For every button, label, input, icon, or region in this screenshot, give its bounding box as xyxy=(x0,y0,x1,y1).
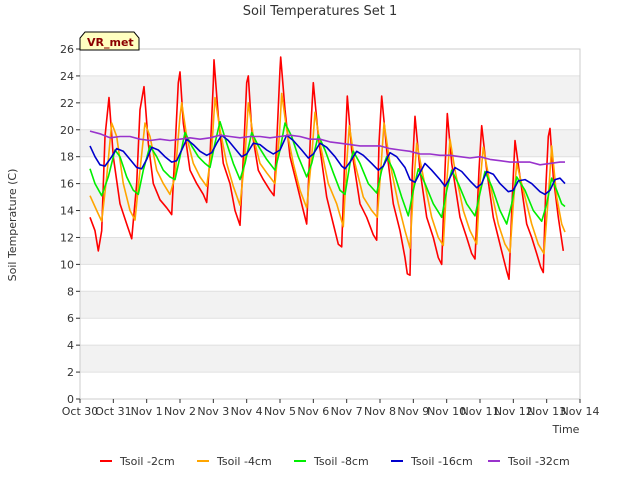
x-tick-label: Oct 30 xyxy=(62,405,99,418)
x-tick-label: Nov 7 xyxy=(331,405,363,418)
grid-band xyxy=(80,345,580,373)
y-tick-label: 20 xyxy=(60,124,74,137)
plot-area xyxy=(79,48,581,400)
legend-label: Tsoil -4cm xyxy=(216,455,272,468)
x-tick-label: Nov 14 xyxy=(561,405,600,418)
y-tick-label: 8 xyxy=(67,285,74,298)
y-tick-label: 6 xyxy=(67,312,74,325)
y-tick-label: 12 xyxy=(60,231,74,244)
site-label: VR_met xyxy=(87,36,134,49)
x-axis-label: Time xyxy=(552,423,580,436)
legend-label: Tsoil -32cm xyxy=(507,455,570,468)
y-tick-label: 14 xyxy=(60,205,74,218)
grid-band xyxy=(80,75,580,103)
x-tick-label: Nov 1 xyxy=(131,405,163,418)
y-tick-label: 0 xyxy=(67,393,74,406)
y-tick-label: 4 xyxy=(67,339,74,352)
y-tick-label: 22 xyxy=(60,97,74,110)
y-tick-label: 10 xyxy=(60,258,74,271)
y-axis-label: Soil Temperature (C) xyxy=(6,169,19,282)
legend: Tsoil -2cm Tsoil -4cm Tsoil -8cm Tsoil -16c… xyxy=(100,455,570,468)
site-label-background xyxy=(79,31,140,51)
series-line-tsoil-8cm xyxy=(89,120,566,225)
x-tick-label: Oct 31 xyxy=(95,405,132,418)
x-tick-label: Nov 2 xyxy=(164,405,196,418)
series-line-tsoil-4cm xyxy=(89,92,566,255)
x-tick-label: Nov 11 xyxy=(461,405,500,418)
y-tick-label: 26 xyxy=(60,43,74,56)
x-tick-label: Nov 10 xyxy=(427,405,466,418)
legend-label: Tsoil -2cm xyxy=(119,455,175,468)
x-tick-label: Nov 4 xyxy=(231,405,263,418)
site-label-box: VR_met xyxy=(79,31,140,51)
x-tick-label: Nov 5 xyxy=(264,405,296,418)
y-tick-label: 18 xyxy=(60,151,74,164)
legend-label: Tsoil -8cm xyxy=(313,455,369,468)
y-tick-label: 24 xyxy=(60,70,74,83)
series-line-tsoil-32cm xyxy=(89,130,565,166)
grid-bands xyxy=(80,48,580,400)
y-tick-label: 16 xyxy=(60,178,74,191)
series-layer xyxy=(89,56,566,281)
x-tick-label: Nov 13 xyxy=(527,405,566,418)
series-line-tsoil-16cm xyxy=(89,134,566,196)
y-tick-label: 2 xyxy=(67,366,74,379)
x-tick-label: Nov 8 xyxy=(364,405,396,418)
x-tick-label: Nov 12 xyxy=(494,405,533,418)
chart-title: Soil Temperatures Set 1 xyxy=(243,4,398,19)
legend-label: Tsoil -16cm xyxy=(410,455,473,468)
grid-band xyxy=(80,237,580,265)
x-tick-label: Nov 9 xyxy=(397,405,429,418)
x-tick-label: Nov 3 xyxy=(197,405,229,418)
x-tick-label: Nov 6 xyxy=(297,405,329,418)
grid-band xyxy=(80,291,580,319)
